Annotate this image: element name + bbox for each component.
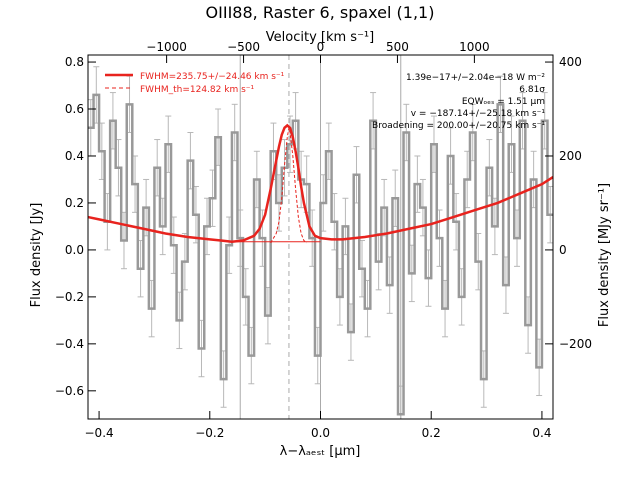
top-tick-label: 1000 (459, 40, 490, 54)
chart-title: OIII88, Raster 6, spaxel (1,1) (206, 3, 435, 22)
thermal-profile-line (270, 127, 307, 244)
annotation-velocity: v = −187.14+/−25.18 km s⁻¹ (411, 109, 546, 119)
y-tick-label: −0.6 (55, 384, 84, 398)
x-tick-label: −0.2 (195, 426, 224, 440)
y-tick-label: 0.6 (65, 102, 84, 116)
x-tick-label: −0.4 (85, 426, 114, 440)
top-tick-label: −1000 (146, 40, 187, 54)
right-tick-label: −200 (559, 337, 592, 351)
annotation-sigma: 6.81σ (519, 85, 545, 95)
annotation-eqw: EQWₒₑₛ = 1.51 μm (462, 97, 545, 107)
x-tick-label: 0.0 (311, 426, 330, 440)
y-tick-label: −0.2 (55, 290, 84, 304)
gaussian-fit-line (87, 123, 554, 243)
right-axis-label: Flux density [MJy sr⁻¹] (597, 183, 612, 327)
y-tick-label: −0.4 (55, 337, 84, 351)
annotation-flux: 1.39e−17+/−2.04e−18 W m⁻² (406, 73, 545, 83)
x-tick-label: 0.4 (532, 426, 551, 440)
annotation-broadening: Broadening = 200.00+/−20.75 km s⁻¹ (372, 121, 545, 131)
top-tick-label: 0 (317, 40, 325, 54)
right-tick-label: 400 (559, 55, 582, 69)
y-tick-label: 0.2 (65, 196, 84, 210)
right-tick-label: 0 (559, 243, 567, 257)
y-tick-label: 0.4 (65, 149, 84, 163)
legend: FWHM=235.75+/−24.46 km s⁻¹ FWHM_th=124.8… (105, 72, 285, 95)
top-axis-label: Velocity [km s⁻¹] (266, 30, 374, 45)
x-axis-label: λ−λₐₑₛₜ [μm] (280, 444, 361, 459)
right-tick-label: 200 (559, 149, 582, 163)
y-axis-label: Flux density [Jy] (29, 203, 44, 308)
legend-fwhm: FWHM=235.75+/−24.46 km s⁻¹ (140, 72, 285, 82)
y-tick-label: 0.0 (65, 243, 84, 257)
top-tick-label: −500 (227, 40, 260, 54)
y-tick-label: 0.8 (65, 55, 84, 69)
top-tick-label: 500 (386, 40, 409, 54)
data-step-line (88, 93, 553, 416)
legend-fwhm-th: FWHM_th=124.82 km s⁻¹ (140, 85, 255, 95)
annotations: 1.39e−17+/−2.04e−18 W m⁻² 6.81σ EQWₒₑₛ =… (372, 73, 545, 131)
x-tick-label: 0.2 (422, 426, 441, 440)
plot-area: −0.4 −0.2 0.0 0.2 0.4 −0.6 −0.4 −0.2 0.0 0.2 0.4 0.… (55, 40, 592, 440)
